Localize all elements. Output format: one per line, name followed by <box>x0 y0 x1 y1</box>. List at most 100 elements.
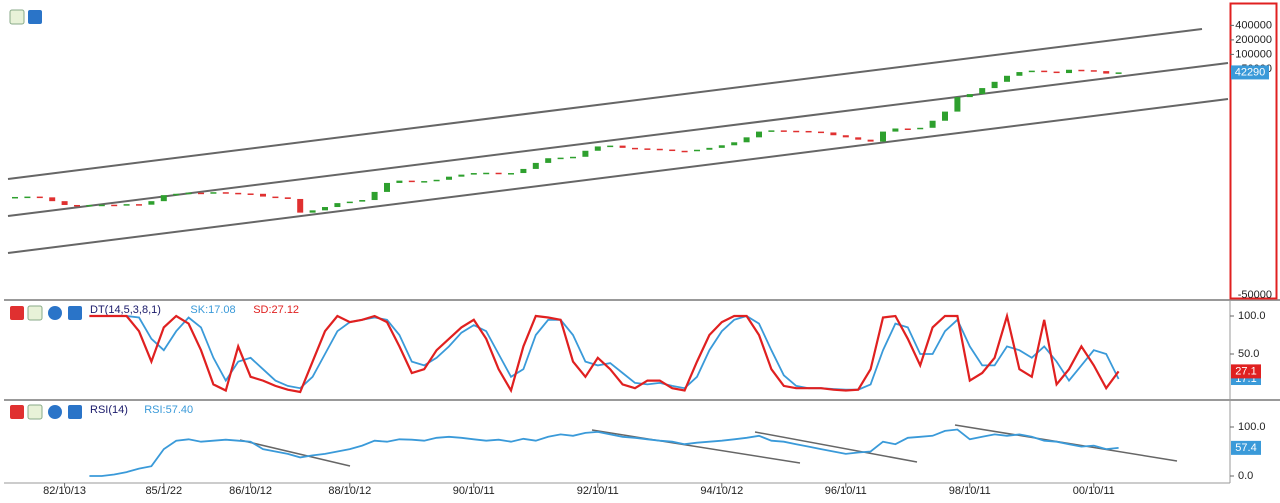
candle <box>644 148 651 150</box>
candle <box>1041 70 1048 73</box>
candle <box>371 191 378 201</box>
candle <box>483 172 490 175</box>
candle <box>706 147 713 150</box>
down-button[interactable] <box>68 306 82 320</box>
candle <box>607 145 614 148</box>
candle <box>1004 75 1010 82</box>
candle <box>222 192 229 194</box>
candle <box>359 200 366 202</box>
candle <box>619 145 626 148</box>
candle <box>421 181 428 183</box>
candle <box>632 147 638 150</box>
candle <box>805 130 812 133</box>
candle <box>123 204 130 206</box>
candle <box>322 207 328 211</box>
candle <box>942 111 948 121</box>
candle <box>966 94 973 98</box>
candle <box>111 204 118 207</box>
candle <box>731 142 738 146</box>
candle <box>1090 70 1097 72</box>
candle <box>818 131 824 134</box>
candle <box>1078 69 1085 72</box>
x-tick-label: 96/10/11 <box>825 485 867 497</box>
candle <box>74 204 80 207</box>
edit-button[interactable] <box>9 9 25 25</box>
indicator-line <box>89 311 1120 394</box>
indicator-title: RSI(14) <box>90 404 128 416</box>
candle <box>780 130 787 132</box>
down-button[interactable] <box>28 10 42 24</box>
value-box <box>1231 440 1261 455</box>
price-axis-highlight <box>1229 2 1278 300</box>
candle <box>669 149 676 152</box>
y-tick-label: 100.0 <box>1238 421 1266 433</box>
axis-floor-label: -50000 <box>1238 289 1272 301</box>
candle <box>508 173 514 175</box>
down-button[interactable] <box>68 405 82 419</box>
y-tick-label: 200000 <box>1235 34 1272 46</box>
candle <box>917 127 924 130</box>
candle <box>185 192 192 195</box>
candle <box>136 204 142 206</box>
trend-line <box>754 431 918 463</box>
candle <box>235 192 242 195</box>
candle <box>309 210 316 213</box>
candle <box>346 201 353 204</box>
candle <box>867 139 874 142</box>
close-button[interactable] <box>10 405 24 419</box>
channel-line <box>7 28 1203 180</box>
indicator-line <box>89 428 1119 477</box>
x-tick-label: 86/10/12 <box>229 485 272 497</box>
candle <box>718 145 725 148</box>
channel-line <box>7 62 1229 217</box>
legend-entry: SD:27.12 <box>253 304 299 316</box>
value-box-label: 57.4 <box>1235 442 1256 454</box>
legend-entry: SK:17.08 <box>190 304 235 316</box>
y-tick-label: 400000 <box>1235 19 1272 31</box>
candle <box>12 196 18 199</box>
edit-button[interactable] <box>27 305 43 321</box>
last-price-label: 42290 <box>1235 66 1266 78</box>
candle <box>98 204 105 207</box>
candle <box>557 157 564 160</box>
candle <box>545 158 552 163</box>
candle <box>842 135 849 138</box>
candle <box>470 173 477 175</box>
candle <box>1016 72 1023 76</box>
candle <box>532 162 539 169</box>
candle <box>594 146 601 151</box>
candle <box>756 131 762 138</box>
candle <box>61 201 68 205</box>
candle <box>148 201 155 205</box>
candle <box>396 180 403 183</box>
y-tick-label: 100.0 <box>1238 310 1266 322</box>
candle <box>681 150 688 153</box>
close-button[interactable] <box>10 306 24 320</box>
x-tick-label: 94/10/12 <box>700 485 743 497</box>
up-button[interactable] <box>48 306 62 320</box>
candle <box>904 128 911 130</box>
candle <box>247 193 254 195</box>
candle <box>830 132 837 136</box>
candle <box>855 137 862 140</box>
candle <box>198 192 204 195</box>
candle <box>768 130 775 132</box>
y-tick-label: 0.0 <box>1238 470 1253 482</box>
up-button[interactable] <box>48 405 62 419</box>
indicator-title: DT(14,5,3,8,1) <box>90 304 161 316</box>
candle <box>880 131 886 142</box>
x-tick-label: 90/10/11 <box>453 485 495 497</box>
candle <box>86 204 93 207</box>
edit-button[interactable] <box>27 404 43 420</box>
candle <box>1066 69 1072 74</box>
candle <box>446 176 452 180</box>
candle <box>892 128 899 132</box>
candle <box>49 197 56 202</box>
candle <box>297 198 304 213</box>
x-tick-label: 00/10/11 <box>1073 485 1115 497</box>
candle <box>582 150 589 157</box>
last-price-box <box>1231 65 1269 80</box>
value-box <box>1231 364 1261 379</box>
